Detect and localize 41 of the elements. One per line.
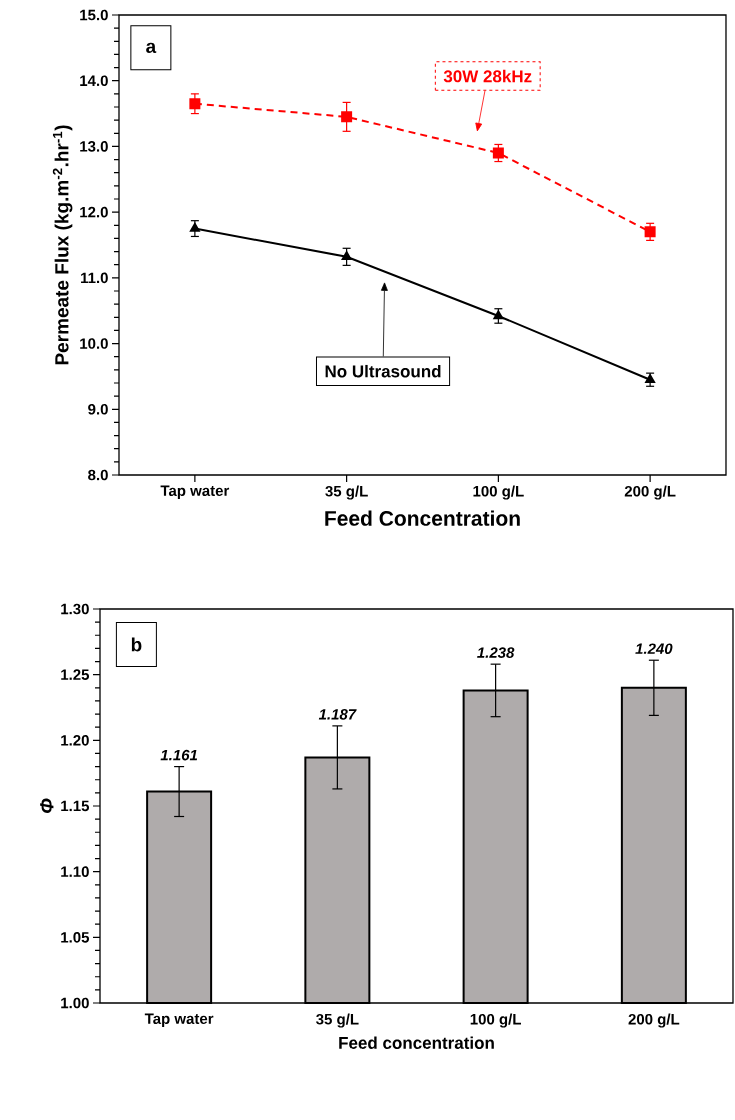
y-tick-label: 12.0 (80, 206, 108, 218)
x-tick-label: 35 g/L (325, 485, 368, 500)
point (341, 111, 353, 123)
y-tick-label: 11.0 (81, 272, 108, 284)
y-tick-label: 1.00 (61, 997, 89, 1009)
y-axis-title: Permeate Flux (kg.m$^{-2}$.hr$^{-1}$) (52, 125, 73, 365)
text: No Ultrasound (325, 364, 441, 378)
y-tick-label: 1.20 (61, 735, 89, 746)
y-tick-label: 13.0 (80, 141, 108, 152)
text: 30W 28kHz (443, 69, 532, 83)
x-tick-label: 200 g/L (628, 1013, 680, 1028)
x-tick-label: 100 g/L (470, 1013, 521, 1028)
y-tick-label: 1.25 (61, 669, 90, 680)
data-label: 1.240 (635, 643, 673, 655)
y-tick-label: 10.0 (80, 338, 108, 349)
point (341, 251, 352, 261)
y-axis-title: Φ (40, 798, 54, 813)
point (492, 147, 504, 159)
y-tick-label: 15.0 (80, 9, 108, 21)
y-tick-label: 1.05 (61, 932, 90, 943)
y-tick-label: 1.30 (61, 603, 89, 615)
y-tick-label: 1.15 (61, 800, 90, 812)
x-tick-label: 200 g/L (624, 485, 676, 500)
x-tick-label: 100 g/L (473, 485, 524, 500)
annotation: b (131, 637, 142, 652)
x-axis-title: Feed concentration (339, 1036, 494, 1049)
annotation: a (146, 42, 157, 54)
x-axis-title: Feed Concentration (325, 510, 520, 526)
y-tick-label: 14.0 (80, 75, 108, 87)
y-tick-label: 9.0 (88, 403, 108, 415)
data-label: 1.187 (318, 709, 357, 720)
point (644, 226, 656, 238)
x-tick-label: Tap water (144, 1013, 214, 1027)
x-tick-label: Tap water (160, 485, 230, 499)
y-tick-label: 8.0 (88, 469, 108, 481)
data-label: 1.238 (477, 647, 515, 658)
x-tick-label: 35 g/L (316, 1013, 359, 1028)
point (493, 310, 504, 320)
y-tick-label: 1.10 (61, 866, 89, 877)
point (189, 98, 201, 110)
data-label: 1.161 (160, 749, 198, 761)
